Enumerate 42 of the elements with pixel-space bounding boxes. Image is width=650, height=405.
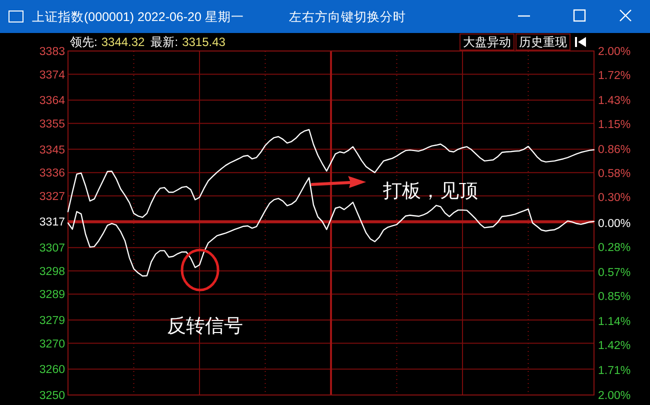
text: 领先: (70, 35, 98, 49)
y2-tick-label: 1.42% (598, 340, 631, 352)
y2-tick-label: 0.00% (598, 218, 631, 230)
line-series (67, 129, 595, 218)
y-tick-label: 3336 (39, 168, 65, 180)
y2-tick-label: 1.71% (598, 365, 631, 378)
annotation: 反转信号 (167, 316, 244, 337)
text: 3344.32 (101, 35, 146, 49)
y2-tick-label: 0.58% (598, 168, 631, 180)
y-tick-label: 3307 (39, 242, 65, 255)
annotation: 打板，见顶 (382, 181, 478, 202)
text: 大盘异动 (463, 35, 511, 49)
y-tick-label: 3383 (39, 46, 65, 58)
y2-tick-label: 1.72% (598, 70, 631, 82)
y2-tick-label: 1.15% (598, 119, 631, 132)
y2-tick-label: 0.57% (598, 267, 631, 280)
y-tick-label: 3327 (39, 190, 65, 203)
y2-tick-label: 2.00% (598, 390, 631, 402)
y2-tick-label: 1.14% (598, 316, 631, 328)
y2-tick-label: 0.85% (598, 291, 631, 304)
y-tick-label: 3355 (39, 118, 65, 130)
y-tick-label: 3345 (39, 144, 65, 156)
y-tick-label: 3298 (39, 266, 65, 278)
text: 3315.43 (182, 35, 226, 49)
y-tick-label: 3270 (39, 338, 65, 350)
y-tick-label: 3364 (39, 95, 66, 108)
y2-tick-label: 1.43% (598, 95, 631, 108)
y-tick-label: 3250 (39, 390, 65, 402)
chart-subtitle: 左右方向键切换分时 (289, 9, 406, 24)
text: 最新: (150, 35, 178, 49)
y2-tick-label: 0.86% (598, 144, 631, 156)
y2-tick-label: 0.30% (598, 192, 631, 204)
y-tick-label: 3289 (39, 289, 65, 302)
text: 历史重现 (519, 35, 567, 49)
y-tick-label: 3260 (39, 364, 65, 376)
chart-title: 上证指数(000001) 2022-06-20 星期一 (32, 10, 244, 24)
line-series (67, 177, 595, 277)
y2-tick-label: 0.28% (598, 242, 631, 254)
y-tick-label: 3317 (39, 216, 65, 229)
y2-tick-label: 2.00% (598, 46, 631, 58)
y-tick-label: 3279 (39, 314, 65, 327)
y-tick-label: 3374 (39, 69, 66, 82)
